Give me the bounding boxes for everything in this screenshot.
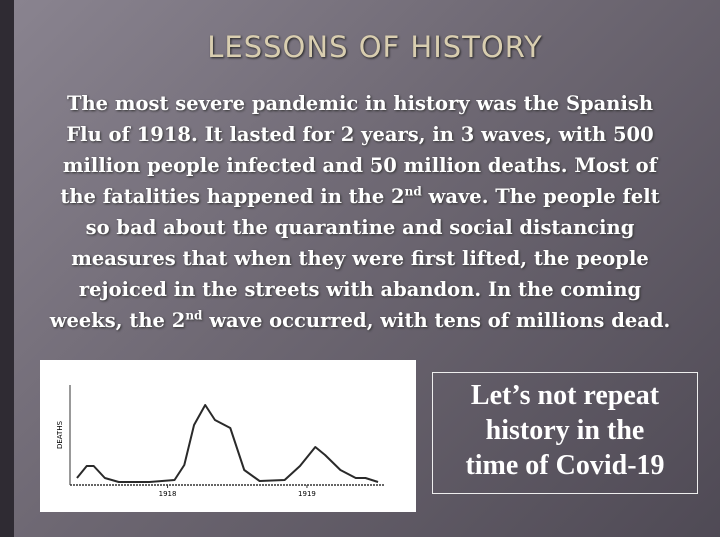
superscript: nd xyxy=(404,184,422,199)
text-run: Flu of 1918. It lasted for 2 years, in 3… xyxy=(66,123,654,146)
paragraph-line: the fatalities happened in the 2nd wave.… xyxy=(0,181,720,212)
text-run: so bad about the quarantine and social d… xyxy=(85,216,635,239)
paragraph-line: Flu of 1918. It lasted for 2 years, in 3… xyxy=(0,119,720,150)
text-run: rejoiced in the streets with abandon. In… xyxy=(78,278,642,301)
chart: DEATHS 1918 1919 xyxy=(56,385,385,498)
text-run: million people infected and 50 million d… xyxy=(62,154,658,177)
text-run: weeks, the 2 xyxy=(49,309,186,332)
data-line xyxy=(76,404,379,483)
side-stripe xyxy=(0,0,14,537)
x-tick-label: 1919 xyxy=(298,490,316,498)
y-axis-label: DEATHS xyxy=(56,420,64,449)
text-run: the fatalities happened in the 2 xyxy=(60,185,405,208)
paragraph-line: so bad about the quarantine and social d… xyxy=(0,212,720,243)
callout-line: time of Covid-19 xyxy=(465,450,665,481)
callout-line: Let’s not repeat xyxy=(470,380,660,411)
slide-title: LESSONS OF HISTORY xyxy=(207,30,543,64)
text-run: measures that when they were first lifte… xyxy=(71,247,649,270)
callout: Let’s not repeat history in the time of Co… xyxy=(432,372,698,494)
paragraph-line: The most severe pandemic in history was … xyxy=(0,88,720,119)
paragraph-line: weeks, the 2nd wave occurred, with tens … xyxy=(0,305,720,336)
paragraph-line: measures that when they were first lifte… xyxy=(0,243,720,274)
superscript: nd xyxy=(185,308,203,323)
text-run: The most severe pandemic in history was … xyxy=(66,92,654,115)
callout-line: history in the xyxy=(485,415,645,446)
text-run: wave occurred, with tens of millions dea… xyxy=(202,309,671,332)
x-tick-label: 1918 xyxy=(159,490,177,498)
text-run: wave. The people felt xyxy=(421,185,660,208)
paragraph-line: rejoiced in the streets with abandon. In… xyxy=(0,274,720,305)
paragraph-line: million people infected and 50 million d… xyxy=(0,150,720,181)
chart-box: DEATHS 1918 1919 xyxy=(40,360,416,512)
paragraph: The most severe pandemic in history was … xyxy=(0,88,720,336)
